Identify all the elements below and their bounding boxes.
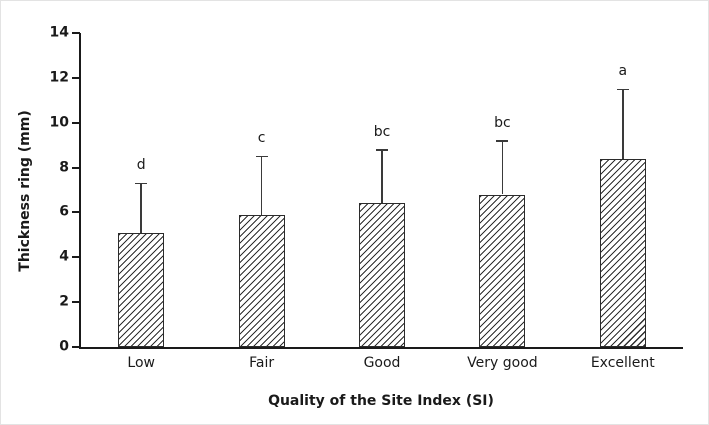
error-bar-stem xyxy=(260,156,263,215)
plot-area: 0 2 4 6 8 10 12 14 d Low c Fair bc Good bc Very good a Ex… xyxy=(50,25,683,371)
y-axis-tick xyxy=(72,301,80,304)
y-axis-tick-label: 8 xyxy=(59,159,69,176)
y-axis-tick xyxy=(72,256,80,259)
error-bar-stem xyxy=(140,183,142,233)
bar xyxy=(479,194,526,347)
x-axis-category-label: Low xyxy=(127,355,155,371)
significance-letter: bc xyxy=(373,123,391,140)
y-axis-tick xyxy=(72,211,80,214)
y-axis-tick xyxy=(72,166,80,169)
x-axis-category-label: Excellent xyxy=(590,355,655,371)
y-axis-tick xyxy=(72,121,80,124)
error-bar-stem xyxy=(622,89,624,159)
y-axis-tick-label: 14 xyxy=(49,24,69,41)
error-bar-cap xyxy=(255,155,268,158)
significance-letter: d xyxy=(136,157,146,174)
y-axis-tick-label: 2 xyxy=(59,293,69,310)
error-bar-cap xyxy=(135,182,148,185)
bar xyxy=(238,214,285,347)
x-axis-title: Quality of the Site Index (SI) xyxy=(268,393,494,409)
y-axis-title: Thickness ring (mm) xyxy=(17,110,33,272)
error-bar-cap xyxy=(616,88,629,91)
bar xyxy=(599,158,646,347)
y-axis-tick xyxy=(72,346,80,348)
error-bar-stem xyxy=(501,140,504,195)
significance-letter: a xyxy=(618,63,628,80)
bar xyxy=(359,203,405,347)
error-bar-cap xyxy=(496,140,509,142)
y-axis-tick-label: 0 xyxy=(59,338,69,355)
x-axis-category-label: Good xyxy=(363,355,401,371)
x-axis-category-label: Fair xyxy=(249,355,275,371)
significance-letter: bc xyxy=(494,114,511,131)
error-bar-stem xyxy=(381,149,383,204)
significance-letter: c xyxy=(257,130,266,147)
y-axis-tick xyxy=(72,76,80,79)
error-bar-cap xyxy=(376,149,388,151)
bar xyxy=(118,232,165,347)
y-axis-tick-label: 4 xyxy=(59,248,69,265)
y-axis-tick xyxy=(72,32,80,34)
y-axis-tick-label: 6 xyxy=(59,204,69,221)
y-axis-tick-label: 10 xyxy=(49,114,69,131)
y-axis-tick-label: 12 xyxy=(49,69,69,86)
x-axis-category-label: Very good xyxy=(467,355,538,371)
